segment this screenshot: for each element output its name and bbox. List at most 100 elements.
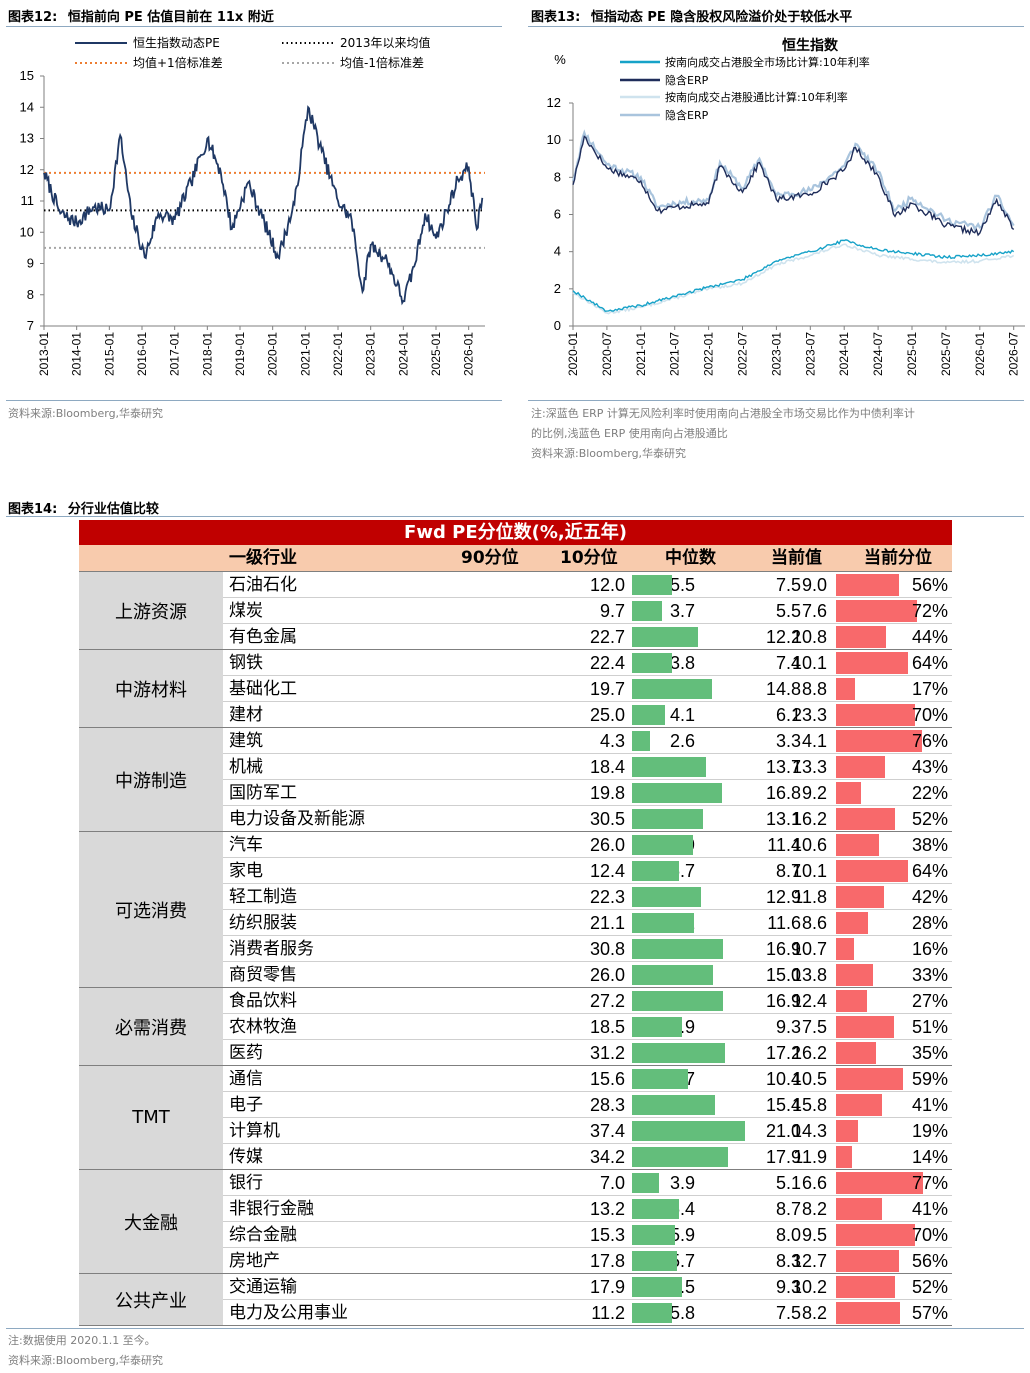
current-value: 10.6 [791,835,827,855]
industry-name: 食品饮料 [229,991,297,1011]
erp-y-tick-label: 10 [547,132,561,147]
header-current: 当前值 [771,548,822,568]
median-value: 8.0 [775,1225,801,1245]
erp-x-tick-label: 2025-07 [939,332,953,376]
current-pct-bar [836,912,868,934]
p90-value: 12.0 [589,575,625,595]
table-header: 一级行业 90分位 10分位 中位数 当前值 当前分位 [79,545,952,571]
fig14-title: 图表14: 分行业估值比较 [8,498,159,517]
erp-legend-label: 按南向成交占港股通比计算:10年利率 [665,90,848,104]
erp-x-tick-label: 2024-01 [837,332,851,376]
pe-x-tick-label: 2025-01 [429,332,443,376]
p90-value: 31.2 [589,1043,625,1063]
table-row: 综合金融 15.3 5.9 8.0 9.5 70% [223,1221,952,1247]
pe-y-tick-label: 11 [21,193,35,208]
industry-name: 通信 [229,1069,263,1089]
p90-value: 18.5 [589,1017,625,1037]
industry-name: 建筑 [229,731,263,751]
current-pct-value: 42% [911,887,948,907]
fig13-top-rule [528,26,1024,27]
industry-name: 农林牧渔 [229,1017,297,1037]
median-value: 9.3 [775,1277,801,1297]
p90-value: 21.1 [589,913,625,933]
current-pct-bar [836,1120,858,1142]
current-pct-bar [836,1276,895,1298]
fig14-source: 资料来源:Bloomberg,华泰研究 [8,1354,164,1367]
median-value: 3.3 [775,731,801,751]
erp-series-light-rate [572,243,1015,315]
current-pct-value: 43% [911,757,948,777]
current-pct-bar [836,652,909,674]
erp-x-tick-label: 2020-07 [600,332,614,376]
pe-y-tick-label: 14 [20,99,34,114]
fig13-title: 图表13: 恒指动态 PE 隐含股权风险溢价处于较低水平 [531,6,852,25]
industry-name: 医药 [229,1043,263,1063]
current-pct-value: 77% [911,1173,948,1193]
median-bar [632,887,702,907]
pe-x-tick-label: 2020-01 [266,332,280,376]
current-pct-bar [836,756,885,778]
p90-value: 19.8 [589,783,625,803]
p90-value: 13.2 [589,1199,625,1219]
current-pct-bar [836,1172,923,1194]
fig12-source: 资料来源:Bloomberg,华泰研究 [8,407,164,420]
current-value: 7.5 [801,1017,827,1037]
p90-value: 37.4 [589,1121,625,1141]
median-value: 7.5 [775,575,801,595]
group-label: 大金融 [124,1212,178,1234]
current-pct-value: 27% [911,991,948,1011]
table-row: 电力及公用事业 11.2 5.8 7.5 8.2 57% [223,1299,952,1325]
current-pct-value: 72% [911,601,948,621]
pe-legend-label: 均值-1倍标准差 [340,55,424,70]
current-value: 10.2 [791,1277,827,1297]
industry-name: 机械 [229,757,263,777]
median-bar [632,1017,682,1037]
group-label: 上游资源 [115,601,187,623]
erp-x-tick-label: 2022-01 [702,332,716,376]
median-bar [632,965,713,985]
erp-y-unit: % [554,52,566,67]
current-value: 8.6 [801,913,827,933]
pe-y-tick-label: 9 [27,256,34,271]
current-pct-bar [836,1302,901,1324]
median-value: 6.1 [775,705,801,725]
erp-x-tick-label: 2026-07 [1007,332,1021,376]
current-pct-value: 76% [911,731,948,751]
fig12-title: 图表12: 恒指前向 PE 估值目前在 11x 附近 [8,6,274,25]
erp-y-tick-label: 12 [547,95,561,110]
median-value: 21.0 [765,1121,801,1141]
current-pct-value: 22% [911,783,948,803]
p90-value: 26.0 [589,835,625,855]
table-row: 交通运输 17.9 6.5 9.3 10.2 52% [223,1273,952,1299]
p90-value: 22.7 [589,627,625,647]
median-value: 11.6 [767,913,801,933]
median-bar [632,731,650,751]
pe-legend-label: 均值+1倍标准差 [133,55,223,70]
erp-y-tick-label: 6 [554,207,561,222]
current-pct-bar [836,1068,903,1090]
current-pct-value: 38% [911,835,948,855]
current-pct-bar [836,1016,894,1038]
erp-x-tick-label: 2020-01 [566,332,580,376]
current-value: 8.2 [801,1199,827,1219]
current-value: 13.3 [791,757,827,777]
p90-value: 25.0 [589,705,625,725]
current-pct-value: 70% [911,705,948,725]
table-banner-text: Fwd PE分位数(%,近五年) [404,522,627,543]
current-pct-bar [836,678,856,700]
header-current-pct: 当前分位 [864,548,932,568]
industry-name: 有色金属 [229,627,297,647]
median-value: 15.0 [765,965,801,985]
current-pct-value: 64% [911,861,948,881]
current-value: 16.2 [791,809,827,829]
fig12-top-rule [6,26,502,27]
p90-value: 26.0 [589,965,625,985]
median-bar [632,601,662,621]
